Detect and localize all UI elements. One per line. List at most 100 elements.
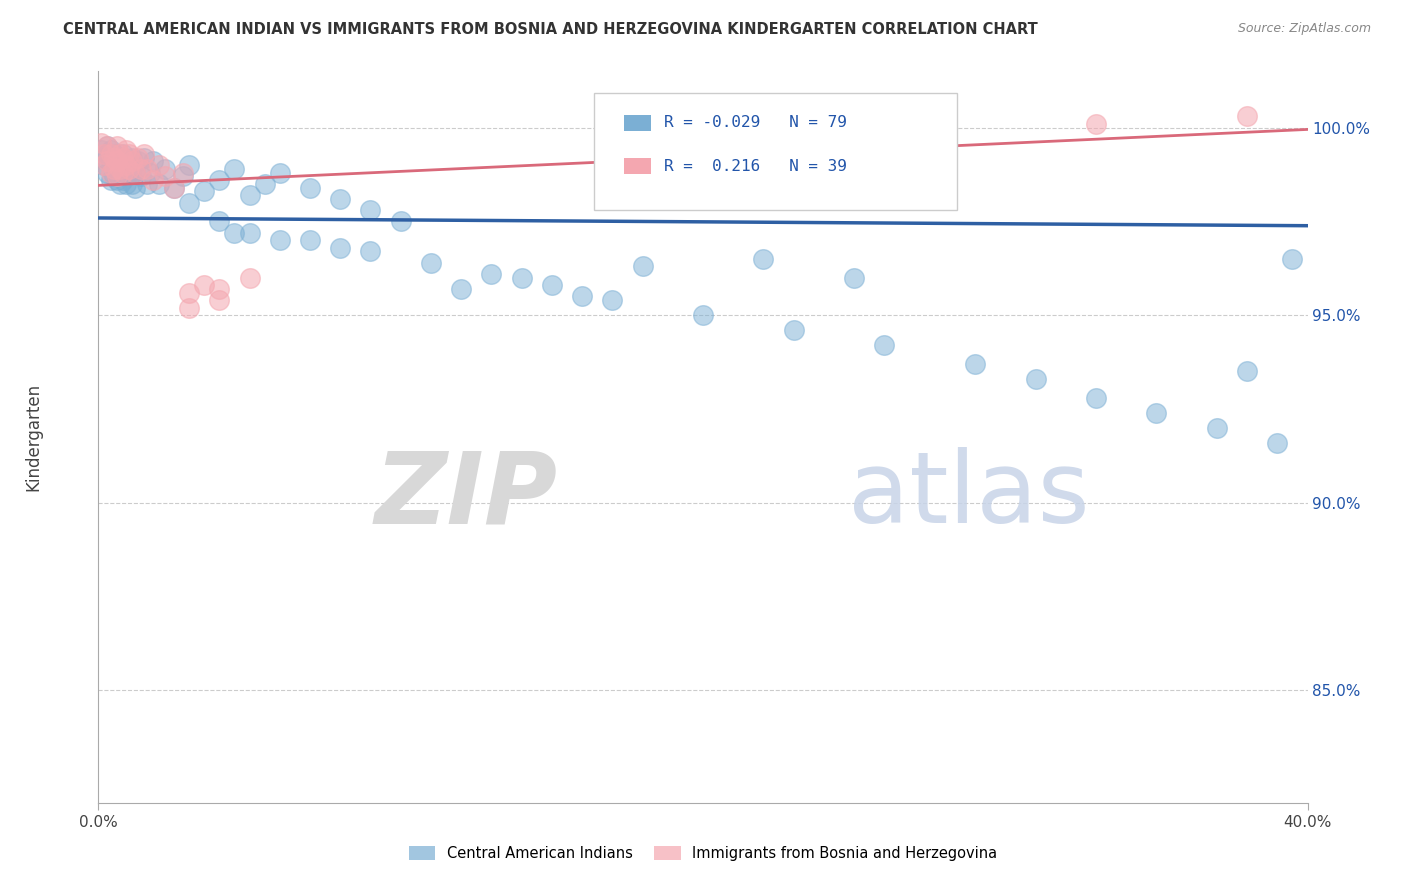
Point (571, 289, 593, 303)
Point (389, 214, 412, 228)
Point (121, 151, 143, 165)
Point (208, 173, 231, 187)
Point (329, 192, 352, 206)
Point (540, 278, 562, 293)
Point (153, 169, 176, 184)
Legend: Central American Indians, Immigrants from Bosnia and Herzegovina: Central American Indians, Immigrants fro… (409, 847, 997, 862)
Point (96, 166, 118, 180)
Point (269, 233, 291, 247)
Point (224, 161, 246, 176)
Text: atlas: atlas (848, 447, 1090, 544)
Point (93, 147, 115, 161)
Point (179, 158, 201, 172)
Point (329, 241, 352, 255)
Bar (624, 114, 651, 130)
Text: Source: ZipAtlas.com: Source: ZipAtlas.com (1237, 22, 1371, 36)
Point (873, 338, 896, 352)
Point (844, 270, 866, 285)
Point (269, 166, 291, 180)
Point (129, 169, 152, 184)
Point (179, 285, 201, 300)
Point (224, 226, 246, 240)
Point (105, 161, 128, 176)
Text: R =  0.216   N = 39: R = 0.216 N = 39 (664, 159, 848, 174)
Point (100, 154, 122, 169)
Point (208, 282, 231, 296)
Point (90, 143, 112, 157)
Point (127, 151, 149, 165)
Point (692, 308, 714, 322)
Point (239, 188, 262, 202)
Point (108, 161, 131, 176)
Point (135, 177, 157, 191)
Point (148, 158, 170, 172)
Point (142, 173, 165, 187)
Point (111, 166, 134, 180)
Point (1085, 117, 1108, 131)
Point (124, 166, 146, 180)
Point (1206, 420, 1229, 434)
Point (96, 154, 118, 169)
Point (114, 158, 136, 172)
Point (103, 169, 125, 184)
Point (420, 255, 443, 269)
Point (631, 260, 654, 274)
Point (253, 177, 276, 191)
Point (105, 139, 128, 153)
Point (179, 195, 201, 210)
Point (602, 293, 624, 308)
Point (193, 278, 215, 293)
Point (100, 143, 122, 157)
Point (100, 166, 122, 180)
Point (1024, 372, 1046, 386)
Point (208, 214, 231, 228)
Point (105, 173, 128, 187)
Point (93, 158, 115, 172)
Point (103, 151, 125, 165)
Point (129, 161, 152, 176)
Point (93, 151, 115, 165)
Point (108, 166, 131, 180)
Point (139, 166, 162, 180)
Point (124, 180, 146, 194)
Point (179, 301, 201, 315)
Point (103, 147, 125, 161)
Point (100, 173, 122, 187)
Bar (624, 159, 651, 175)
Point (142, 154, 165, 169)
Point (360, 244, 382, 259)
Point (103, 161, 125, 176)
Point (111, 147, 134, 161)
Point (114, 143, 136, 157)
Point (193, 185, 215, 199)
Point (481, 267, 503, 281)
Point (1281, 252, 1303, 266)
Point (118, 166, 141, 180)
Point (172, 169, 194, 184)
Point (135, 161, 157, 176)
Point (105, 154, 128, 169)
Point (96, 139, 118, 153)
Point (124, 166, 146, 180)
Point (118, 147, 141, 161)
Point (96, 147, 118, 161)
Point (108, 147, 131, 161)
Point (1144, 406, 1167, 420)
Point (299, 180, 322, 194)
Point (114, 161, 136, 176)
Point (299, 233, 322, 247)
Point (510, 270, 533, 285)
Point (1236, 109, 1258, 123)
Point (118, 161, 141, 176)
Point (127, 154, 149, 169)
Point (111, 158, 134, 172)
Point (90, 136, 112, 150)
Y-axis label: Kindergarten: Kindergarten (25, 383, 42, 491)
Point (965, 357, 987, 371)
Point (100, 147, 122, 161)
FancyBboxPatch shape (595, 94, 957, 211)
Point (1085, 391, 1108, 405)
Point (239, 226, 262, 240)
Point (93, 158, 115, 172)
Point (450, 282, 472, 296)
